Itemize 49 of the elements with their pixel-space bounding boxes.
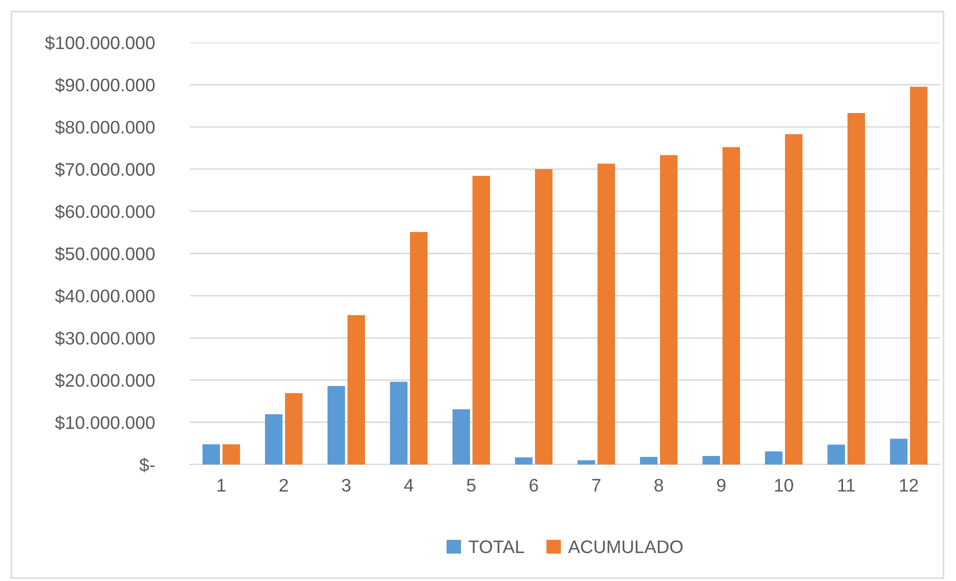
- y-tick-label: $90.000.000: [55, 78, 155, 92]
- x-tick-label: 6: [530, 478, 538, 492]
- bar: [390, 382, 408, 464]
- bar: [785, 134, 802, 464]
- legend-label: TOTAL: [468, 540, 524, 554]
- bar: [702, 456, 720, 464]
- y-tick-label: $10.000.000: [55, 415, 155, 430]
- bar: [515, 457, 532, 464]
- x-tick-label: 4: [404, 479, 414, 492]
- bar: [472, 176, 490, 464]
- bar: [222, 444, 240, 464]
- x-tick-label: 8: [654, 478, 663, 492]
- bar: [578, 460, 595, 464]
- bar: [285, 393, 302, 464]
- x-tick-label: 11: [838, 479, 855, 492]
- bar: [722, 147, 740, 464]
- bar: [328, 386, 345, 464]
- bar: [410, 232, 428, 464]
- legend-label: ACUMULADO: [568, 540, 683, 554]
- bar: [640, 456, 658, 464]
- x-tick-label: 3: [342, 478, 350, 492]
- y-tick-label: $-: [139, 458, 154, 472]
- bar: [890, 438, 908, 464]
- y-tick-label: $20.000.000: [55, 373, 155, 388]
- x-tick-label: 9: [717, 478, 726, 492]
- bar: [765, 451, 782, 464]
- y-tick-label: $30.000.000: [55, 331, 155, 346]
- bar: [265, 414, 282, 464]
- bar: [535, 169, 552, 464]
- x-tick-label: 7: [592, 479, 600, 492]
- bar: [828, 444, 845, 464]
- x-tick-label: 5: [466, 479, 476, 492]
- y-tick-label: $50.000.000: [55, 246, 155, 262]
- bar: [848, 112, 865, 464]
- bar: [348, 315, 365, 464]
- bar: [202, 444, 220, 464]
- bar: [660, 155, 678, 464]
- y-tick-label: $60.000.000: [55, 204, 155, 220]
- y-tick-label: $40.000.000: [55, 288, 155, 304]
- bar: [452, 409, 470, 464]
- x-tick-label: 12: [900, 478, 918, 492]
- x-tick-label: 10: [775, 478, 794, 492]
- x-tick-label: 2: [280, 478, 288, 492]
- x-tick-label: 1: [218, 479, 226, 492]
- y-tick-label: $80.000.000: [55, 120, 155, 135]
- y-tick-label: $100.000.000: [45, 36, 155, 50]
- y-tick-label: $70.000.000: [55, 162, 155, 177]
- bar: [910, 86, 928, 464]
- bar: [598, 164, 615, 464]
